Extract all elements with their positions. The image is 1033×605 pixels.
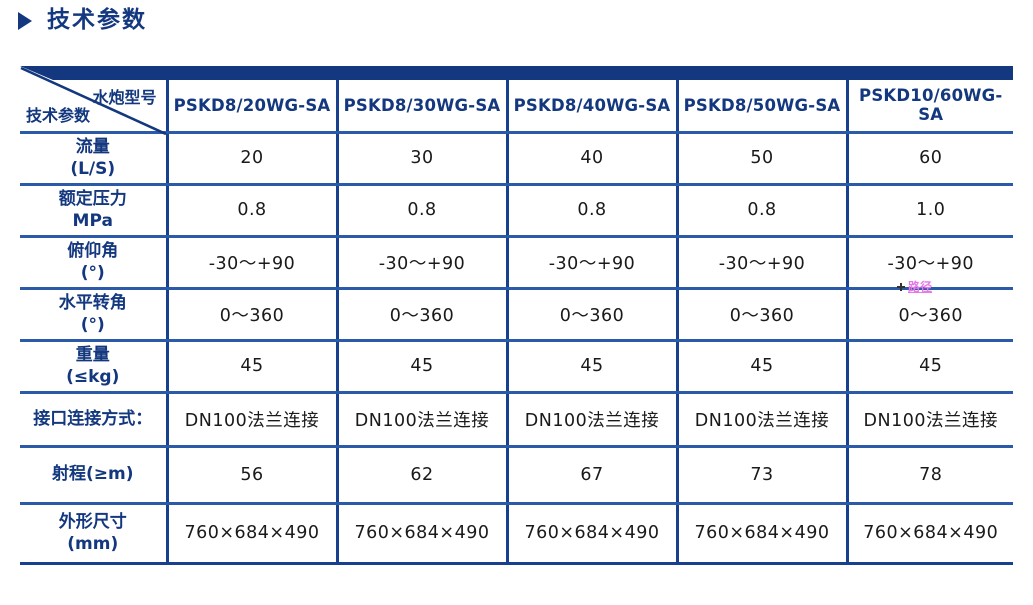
cell-conn-5: DN100法兰连接 <box>847 392 1013 448</box>
path-annotation: 路径 <box>897 281 932 293</box>
table-row-flow: 流量 (L/S) 20 30 40 50 60 <box>20 132 1013 186</box>
cell-weight-2: 45 <box>337 340 509 394</box>
triangle-bullet-icon <box>18 11 32 30</box>
section-title: 技术参数 <box>18 9 147 32</box>
cell-range-4: 73 <box>677 446 849 505</box>
cell-pressure-5: 1.0 <box>847 184 1013 238</box>
cell-pressure-3: 0.8 <box>507 184 679 238</box>
row-label-connection: 接口连接方式： <box>20 392 169 448</box>
spec-table: 水炮型号 技术参数 PSKD8/20WG-SA PSKD8/30WG-SA PS… <box>20 80 1013 565</box>
corner-label-model: 水炮型号 <box>92 88 157 107</box>
cell-conn-4: DN100法兰连接 <box>677 392 849 448</box>
table-row-pitch-angle: 俯仰角 (°) -30～+90 -30～+90 -30～+90 -30～+90 … <box>20 236 1013 290</box>
table-row-horizontal-angle: 水平转角 (°) 0～360 0～360 0～360 0～360 0～360 <box>20 288 1013 342</box>
row-label-weight: 重量 (≤kg) <box>20 340 169 394</box>
cell-hangle-2: 0～360 <box>337 288 509 342</box>
cell-conn-1: DN100法兰连接 <box>167 392 339 448</box>
row-label-dimensions: 外形尺寸 (mm) <box>20 503 169 565</box>
cell-pitch-4: -30～+90 <box>677 236 849 290</box>
model-header-1: PSKD8/20WG-SA <box>167 80 339 134</box>
cell-hangle-3: 0～360 <box>507 288 679 342</box>
table-row-pressure: 额定压力 MPa 0.8 0.8 0.8 0.8 1.0 <box>20 184 1013 238</box>
cell-pitch-1: -30～+90 <box>167 236 339 290</box>
cell-hangle-5: 0～360 <box>847 288 1013 342</box>
cell-flow-2: 30 <box>337 132 509 186</box>
cell-dim-1: 760×684×490 <box>167 503 339 565</box>
table-row-weight: 重量 (≤kg) 45 45 45 45 45 <box>20 340 1013 394</box>
path-annotation-label: 路径 <box>908 280 933 294</box>
table-row-range: 射程(≥m) 56 62 67 73 78 <box>20 446 1013 505</box>
cell-pitch-5: -30～+90 <box>847 236 1013 290</box>
cell-flow-3: 40 <box>507 132 679 186</box>
page-title: 技术参数 <box>47 7 147 33</box>
cell-weight-1: 45 <box>167 340 339 394</box>
cell-dim-5: 760×684×490 <box>847 503 1013 565</box>
corner-cell: 水炮型号 技术参数 <box>20 80 169 134</box>
table-row-dimensions: 外形尺寸 (mm) 760×684×490 760×684×490 760×68… <box>20 503 1013 565</box>
table-row-connection: 接口连接方式： DN100法兰连接 DN100法兰连接 DN100法兰连接 DN… <box>20 392 1013 448</box>
corner-label-params: 技术参数 <box>26 105 91 125</box>
cell-weight-3: 45 <box>507 340 679 394</box>
cell-pressure-2: 0.8 <box>337 184 509 238</box>
table-top-bar <box>20 66 1013 80</box>
cursor-mark-icon <box>897 283 905 291</box>
model-header-4: PSKD8/50WG-SA <box>677 80 849 134</box>
cell-dim-2: 760×684×490 <box>337 503 509 565</box>
cell-conn-2: DN100法兰连接 <box>337 392 509 448</box>
model-header-2: PSKD8/30WG-SA <box>337 80 509 134</box>
cell-flow-5: 60 <box>847 132 1013 186</box>
cell-pitch-3: -30～+90 <box>507 236 679 290</box>
row-label-pitch-angle: 俯仰角 (°) <box>20 236 169 290</box>
cell-conn-3: DN100法兰连接 <box>507 392 679 448</box>
cell-range-2: 62 <box>337 446 509 505</box>
header-row: 水炮型号 技术参数 PSKD8/20WG-SA PSKD8/30WG-SA PS… <box>20 80 1013 134</box>
cell-hangle-4: 0～360 <box>677 288 849 342</box>
cell-range-1: 56 <box>167 446 339 505</box>
cell-pressure-4: 0.8 <box>677 184 849 238</box>
cell-range-3: 67 <box>507 446 679 505</box>
cell-weight-5: 45 <box>847 340 1013 394</box>
cell-flow-4: 50 <box>677 132 849 186</box>
row-label-range: 射程(≥m) <box>20 446 169 505</box>
cell-pressure-1: 0.8 <box>167 184 339 238</box>
cell-hangle-1: 0～360 <box>167 288 339 342</box>
model-header-5: PSKD10/60WG-SA <box>847 80 1013 134</box>
cell-pitch-2: -30～+90 <box>337 236 509 290</box>
cell-flow-1: 20 <box>167 132 339 186</box>
model-header-3: PSKD8/40WG-SA <box>507 80 679 134</box>
cell-weight-4: 45 <box>677 340 849 394</box>
row-label-pressure: 额定压力 MPa <box>20 184 169 238</box>
row-label-flow: 流量 (L/S) <box>20 132 169 186</box>
cell-range-5: 78 <box>847 446 1013 505</box>
cell-dim-3: 760×684×490 <box>507 503 679 565</box>
row-label-horizontal-angle: 水平转角 (°) <box>20 288 169 342</box>
cell-dim-4: 760×684×490 <box>677 503 849 565</box>
